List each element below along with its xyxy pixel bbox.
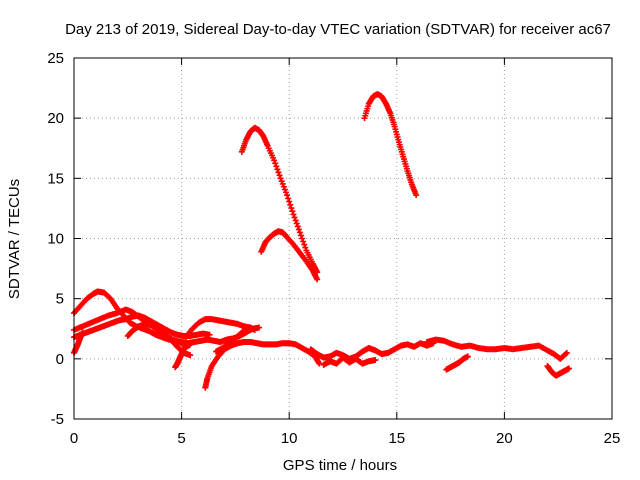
data-point	[301, 241, 308, 248]
data-series	[71, 91, 572, 391]
data-point	[206, 331, 213, 338]
data-point	[302, 244, 309, 251]
series-arc-15	[423, 336, 570, 362]
data-point	[299, 235, 306, 242]
y-tick-label: 5	[56, 291, 64, 308]
series-arc-4	[71, 329, 86, 356]
data-point	[292, 217, 299, 224]
data-point	[256, 324, 263, 331]
data-point	[251, 326, 258, 333]
series-arc-6	[172, 341, 194, 371]
data-point	[284, 192, 291, 199]
data-point	[187, 352, 194, 359]
x-tick-label: 20	[496, 430, 513, 447]
series-arc-13	[320, 354, 379, 368]
y-tick-label: 0	[56, 351, 64, 368]
data-point	[295, 226, 302, 233]
data-point	[287, 201, 294, 208]
data-point	[285, 195, 292, 202]
data-point	[565, 365, 572, 372]
data-point	[563, 349, 570, 356]
data-point	[413, 192, 420, 199]
data-point	[296, 229, 303, 236]
data-point	[279, 180, 286, 187]
data-point	[294, 223, 301, 230]
y-tick-label: 15	[47, 170, 64, 187]
data-point	[290, 211, 297, 218]
data-point	[293, 220, 300, 227]
series-arc-5	[124, 320, 194, 359]
series-arc-11	[258, 228, 321, 283]
x-tick-label: 15	[388, 430, 405, 447]
data-point	[288, 205, 295, 212]
data-point	[316, 360, 323, 367]
data-point	[276, 172, 283, 179]
data-point	[281, 186, 288, 193]
axis-ticks: 0 5 10 15 20 25 -5 0 5 10 15 20 25	[47, 50, 620, 447]
y-axis-label: SDTVAR / TECUs	[6, 179, 23, 299]
data-point	[272, 160, 279, 167]
data-point	[245, 324, 252, 331]
data-point	[271, 157, 278, 164]
y-tick-label: 10	[47, 231, 64, 248]
data-point	[562, 350, 569, 357]
data-point	[280, 183, 287, 190]
y-tick-label: -5	[51, 411, 64, 428]
series-arc-9	[213, 324, 252, 355]
chart-title: Day 213 of 2019, Sidereal Day-to-day VTE…	[65, 21, 611, 38]
series-arc-1	[71, 288, 263, 347]
data-point	[273, 163, 280, 170]
data-point	[300, 238, 307, 245]
data-point	[464, 353, 471, 360]
y-tick-label: 25	[47, 50, 64, 67]
data-point	[275, 169, 282, 176]
series-arc-10	[238, 124, 321, 276]
x-tick-label: 0	[70, 430, 78, 447]
data-point	[282, 189, 289, 196]
data-point	[291, 214, 298, 221]
data-point	[79, 329, 86, 336]
y-tick-label: 20	[47, 110, 64, 127]
data-point	[244, 325, 251, 332]
series-arc-14	[361, 91, 420, 199]
data-point	[298, 232, 305, 239]
x-axis-label: GPS time / hours	[283, 457, 397, 474]
data-point	[278, 178, 285, 185]
data-point	[277, 175, 284, 182]
x-tick-label: 5	[177, 430, 185, 447]
x-tick-label: 25	[604, 430, 621, 447]
series-arc-16	[443, 353, 471, 373]
data-point	[274, 166, 281, 173]
data-point	[314, 276, 321, 283]
data-point	[187, 341, 194, 348]
series-arc-17	[544, 363, 572, 379]
data-point	[286, 198, 293, 205]
series-arc-7	[182, 316, 258, 341]
x-tick-label: 10	[281, 430, 298, 447]
data-point	[372, 357, 379, 364]
data-point	[289, 208, 296, 215]
